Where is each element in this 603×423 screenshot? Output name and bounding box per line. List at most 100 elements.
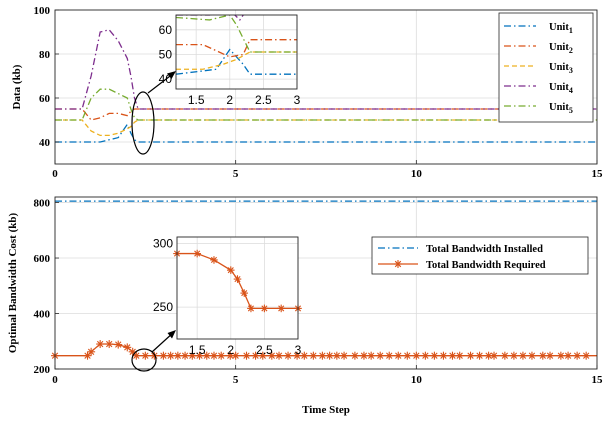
bottom-inset-y-tick: 300: [153, 236, 173, 250]
bottom-inset-series-required: [177, 252, 298, 310]
marker-stroke: [404, 352, 411, 359]
bottom-required-marker: [448, 351, 457, 360]
bottom-required-marker: [258, 351, 267, 360]
bottom-required-marker: [226, 351, 235, 360]
marker-stroke: [268, 352, 275, 359]
bottom-legend: Total Bandwidth Installed Total Bandwidth…: [371, 236, 589, 275]
bottom-x-tick-label: 5: [233, 374, 239, 386]
bottom-required-marker: [159, 351, 168, 360]
top-legend-label-u3: Unit3: [549, 62, 573, 75]
marker-stroke: [124, 344, 131, 351]
bottom-required-marker: [466, 351, 475, 360]
marker-stroke: [174, 352, 182, 359]
bottom-required-marker: [141, 351, 150, 360]
bottom-required-marker: [376, 351, 385, 360]
top-legend-label-u5: Unit5: [549, 102, 573, 115]
bottom-legend-marker-required: [394, 260, 402, 268]
top-x-tick-label: 0: [52, 168, 58, 180]
marker-stroke: [340, 352, 348, 359]
bottom-plot-area: [55, 197, 597, 369]
legend-label-text: Unit: [549, 62, 569, 73]
marker-stroke: [582, 352, 590, 359]
top-x-tick-label: 15: [592, 168, 603, 180]
bottom-required-marker: [173, 351, 182, 360]
bottom-required-marker: [490, 351, 499, 360]
top-y-tick-label: 100: [34, 5, 51, 17]
bottom-x-tick-label: 10: [411, 374, 423, 386]
top-legend-label-u1: Unit1: [549, 22, 573, 35]
marker-stroke: [87, 348, 95, 355]
marker-stroke: [485, 352, 492, 359]
bottom-legend-box: [371, 236, 589, 275]
bottom-required-marker: [209, 351, 218, 360]
top-y-tick-label: 40: [39, 137, 51, 149]
marker-stroke: [275, 352, 283, 359]
marker-stroke: [284, 352, 292, 359]
marker-stroke: [252, 352, 259, 359]
marker-stroke: [278, 305, 285, 312]
bottom-required-marker: [403, 351, 412, 360]
marker-stroke: [326, 352, 333, 359]
legend-label-subscript: 5: [569, 106, 573, 115]
marker-stroke: [181, 352, 189, 359]
marker-stroke: [203, 352, 210, 359]
bottom-required-marker: [582, 351, 591, 360]
top-inset-y-tick: 40: [159, 72, 173, 86]
top-inset-x-tick: 3: [294, 93, 301, 107]
bottom-required-marker: [350, 351, 359, 360]
marker-stroke: [490, 352, 498, 359]
bottom-required-marker: [251, 351, 260, 360]
legend-label-subscript: 4: [569, 86, 573, 95]
bottom-required-marker: [518, 351, 527, 360]
bottom-inset-marker: [240, 289, 249, 297]
bottom-inset-marker: [226, 266, 235, 274]
bottom-required-marker: [202, 351, 211, 360]
legend-label-subscript: 1: [569, 26, 573, 35]
marker-stroke: [259, 352, 266, 359]
marker-stroke: [413, 352, 420, 359]
marker-stroke: [351, 352, 359, 359]
top-legend-label-u2: Unit2: [549, 42, 573, 55]
bottom-required-marker: [430, 351, 439, 360]
bottom-y-tick-label: 200: [34, 364, 51, 376]
bottom-legend-label-required: Total Bandwidth Required: [426, 260, 546, 271]
marker-stroke: [142, 352, 149, 359]
bottom-required-marker: [188, 351, 197, 360]
bottom-required-marker: [573, 351, 582, 360]
bottom-chart: 0 5 10 15 200 400 600 800 Time Step Optimal Bandw…: [7, 196, 603, 416]
bottom-required-marker: [367, 351, 376, 360]
marker-stroke: [196, 352, 203, 359]
marker-stroke: [210, 352, 218, 359]
bottom-required-marker: [475, 351, 484, 360]
marker-stroke: [310, 352, 317, 359]
bottom-required-marker: [217, 351, 226, 360]
marker-stroke: [241, 290, 248, 297]
marker-stroke: [189, 352, 196, 359]
bottom-axes-box: [54, 196, 598, 370]
legend-label-text: Unit: [549, 22, 569, 33]
bottom-required-marker: [340, 351, 349, 360]
legend-label-text: Unit: [549, 82, 569, 93]
bottom-required-marker: [267, 351, 276, 360]
marker-stroke: [564, 352, 572, 359]
bottom-x-tick-label: 15: [592, 374, 603, 386]
bottom-inset-marker: [193, 249, 201, 258]
marker-stroke: [394, 260, 402, 268]
marker-stroke: [510, 352, 518, 359]
legend-label-subscript: 3: [569, 66, 573, 75]
bottom-inset-marker: [210, 256, 218, 264]
marker-stroke: [133, 352, 140, 359]
bottom-inset-x-tick: 2: [227, 343, 234, 357]
top-inset-series-5: [176, 15, 297, 53]
legend-label-text: Unit: [549, 102, 569, 113]
top-series-u1: [55, 123, 597, 143]
marker-stroke: [96, 340, 104, 348]
top-series-u5: [55, 88, 597, 121]
bottom-required-marker: [385, 351, 394, 360]
marker-stroke: [167, 352, 174, 359]
bottom-inset-y-tick: 250: [153, 300, 173, 314]
top-inset-box: [175, 14, 298, 90]
